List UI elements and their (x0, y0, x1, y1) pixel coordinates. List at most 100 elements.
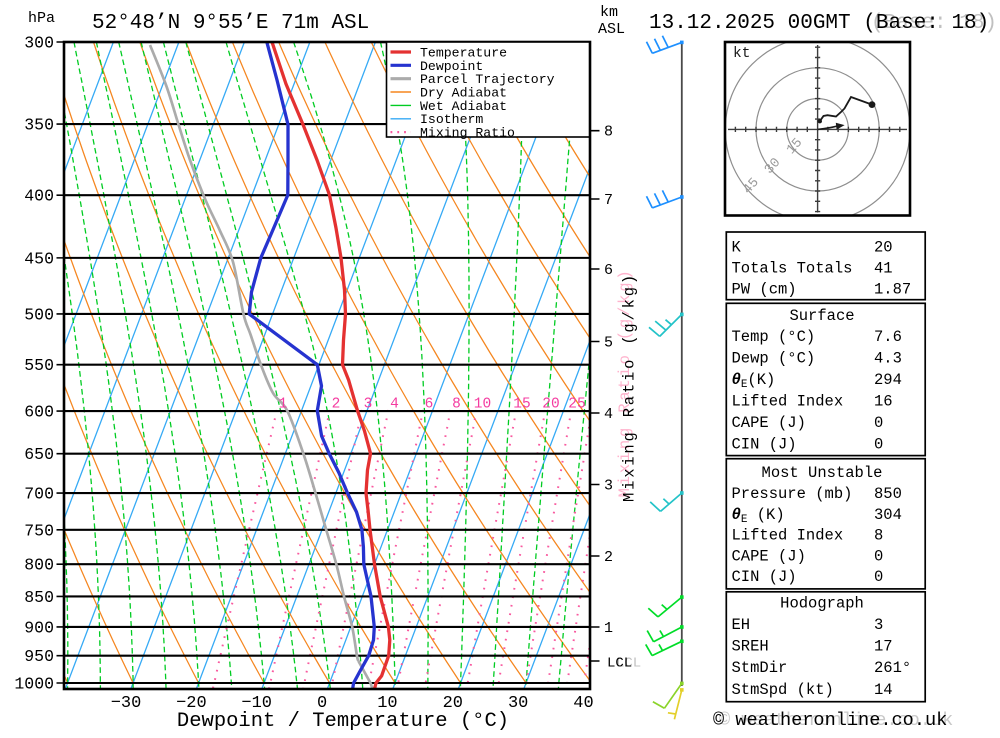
svg-text:900: 900 (24, 618, 54, 637)
svg-text:Totals Totals: Totals Totals (732, 260, 853, 278)
svg-text:7.6: 7.6 (874, 328, 902, 346)
svg-text:Isotherm: Isotherm (420, 112, 483, 127)
svg-text:16: 16 (874, 392, 893, 410)
svg-text:450: 450 (24, 249, 54, 268)
svg-text:17: 17 (874, 638, 893, 656)
svg-text:Temp (°C): Temp (°C) (732, 328, 816, 346)
svg-text:850: 850 (874, 485, 902, 503)
svg-text:350: 350 (24, 116, 54, 135)
svg-text:−20: −20 (176, 694, 207, 713)
svg-text:Hodograph: Hodograph (780, 594, 864, 612)
svg-text:25: 25 (568, 397, 585, 413)
svg-text:8: 8 (452, 397, 461, 413)
svg-text:Dewpoint: Dewpoint (420, 59, 483, 74)
svg-text:K: K (732, 239, 742, 257)
svg-text:304: 304 (874, 506, 902, 524)
svg-text:500: 500 (24, 306, 54, 325)
svg-text:Lifted Index: Lifted Index (732, 392, 844, 410)
svg-text:Parcel Trajectory: Parcel Trajectory (420, 72, 555, 87)
svg-text:600: 600 (24, 403, 54, 422)
svg-text:PW (cm): PW (cm) (732, 280, 797, 298)
svg-text:Pressure (mb): Pressure (mb) (732, 485, 853, 503)
svg-text:8: 8 (604, 124, 613, 141)
svg-text:6: 6 (425, 397, 434, 413)
svg-text:Dewpoint / Temperature (°C): Dewpoint / Temperature (°C) (177, 710, 509, 733)
svg-text:850: 850 (24, 588, 54, 607)
svg-text:950: 950 (24, 647, 54, 666)
svg-text:4: 4 (604, 406, 613, 423)
svg-text:Surface: Surface (789, 307, 854, 325)
svg-text:3: 3 (364, 397, 373, 413)
svg-text:30: 30 (508, 694, 528, 713)
svg-text:CIN (J): CIN (J) (732, 435, 797, 453)
svg-text:1: 1 (604, 620, 613, 637)
svg-text:Most Unstable: Most Unstable (762, 464, 883, 482)
svg-text:5: 5 (604, 335, 613, 352)
svg-text:4: 4 (390, 397, 399, 413)
svg-text:Dewp (°C): Dewp (°C) (732, 349, 816, 367)
svg-text:1: 1 (279, 397, 288, 413)
svg-text:261°: 261° (874, 659, 911, 677)
svg-text:kt: kt (733, 46, 750, 62)
svg-text:3: 3 (604, 478, 613, 495)
svg-text:750: 750 (24, 521, 54, 540)
svg-text:10: 10 (377, 694, 397, 713)
svg-text:0: 0 (874, 435, 883, 453)
svg-text:20: 20 (874, 239, 893, 257)
svg-text:Lifted Index: Lifted Index (732, 527, 844, 545)
svg-text:0: 0 (874, 414, 883, 432)
svg-text:700: 700 (24, 485, 54, 504)
svg-text:15: 15 (513, 397, 530, 413)
svg-text:40: 40 (573, 694, 593, 713)
svg-text:10: 10 (474, 397, 491, 413)
svg-text:2: 2 (604, 549, 613, 566)
svg-text:SREH: SREH (732, 638, 769, 656)
svg-text:20: 20 (542, 397, 559, 413)
svg-text:Mixing Ratio: Mixing Ratio (420, 126, 515, 141)
svg-text:CAPE (J): CAPE (J) (732, 414, 806, 432)
svg-text:6: 6 (604, 262, 613, 279)
svg-text:−30: −30 (111, 694, 142, 713)
svg-text:1000: 1000 (14, 675, 54, 694)
svg-text:0: 0 (317, 694, 327, 713)
svg-text:−10: −10 (241, 694, 272, 713)
svg-text:CIN (J): CIN (J) (732, 568, 797, 586)
svg-text:20: 20 (443, 694, 463, 713)
svg-text:Dry Adiabat: Dry Adiabat (420, 86, 507, 101)
svg-text:550: 550 (24, 356, 54, 375)
svg-text:ASL: ASL (598, 21, 625, 38)
svg-text:1.87: 1.87 (874, 280, 911, 298)
svg-text:0: 0 (874, 568, 883, 586)
svg-text:2: 2 (332, 397, 341, 413)
svg-text:EH: EH (732, 616, 751, 634)
svg-text:650: 650 (24, 445, 54, 464)
svg-text:300: 300 (24, 34, 54, 53)
svg-text:800: 800 (24, 556, 54, 575)
svg-text:(Base: 18): (Base: 18) (871, 12, 997, 35)
svg-text:LCL: LCL (616, 656, 641, 672)
svg-text:52°48’N 9°55’E 71m ASL: 52°48’N 9°55’E 71m ASL (92, 12, 369, 35)
svg-text:7: 7 (604, 192, 613, 209)
svg-text:© weatheronline.co.uk: © weatheronline.co.uk (719, 710, 953, 731)
svg-text:θE(K): θE(K) (732, 371, 776, 391)
svg-text:LCL: LCL (607, 656, 632, 672)
svg-text:km: km (600, 4, 618, 21)
svg-text:© weatheronline.co.uk: © weatheronline.co.uk (713, 710, 947, 731)
svg-text:θE (K): θE (K) (732, 506, 785, 526)
svg-text:Mixing Ratio (g/kg): Mixing Ratio (g/kg) (616, 268, 634, 498)
svg-text:3: 3 (874, 616, 883, 634)
svg-text:Mixing Ratio (g/kg): Mixing Ratio (g/kg) (621, 272, 639, 502)
svg-text:13.12.2025 00GMT (Base: 18): 13.12.2025 00GMT (Base: 18) (649, 12, 989, 35)
svg-text:400: 400 (24, 187, 54, 206)
svg-text:hPa: hPa (28, 10, 55, 27)
svg-text:StmSpd (kt): StmSpd (kt) (732, 681, 834, 699)
svg-text:Temperature: Temperature (420, 46, 507, 61)
svg-text:41: 41 (874, 260, 893, 278)
svg-text:StmDir: StmDir (732, 659, 788, 677)
svg-text:14: 14 (874, 681, 893, 699)
svg-text:8: 8 (874, 527, 883, 545)
svg-text:0: 0 (874, 547, 883, 565)
svg-text:CAPE (J): CAPE (J) (732, 547, 806, 565)
svg-text:Wet Adiabat: Wet Adiabat (420, 99, 507, 114)
svg-text:294: 294 (874, 371, 902, 389)
